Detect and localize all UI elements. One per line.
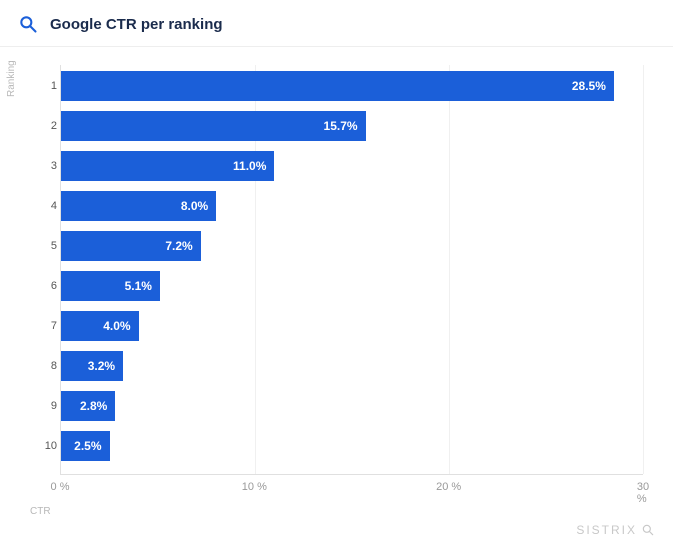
card-header: Google CTR per ranking [0, 0, 673, 47]
x-tick-label: 30 % [637, 481, 649, 505]
bar-row: 102.5% [61, 431, 643, 461]
bar-row: 311.0% [61, 151, 643, 181]
bar: 8.0% [61, 191, 216, 221]
bar-value-label: 11.0% [233, 159, 266, 173]
bar: 2.5% [61, 431, 110, 461]
watermark-text: SISTRIX [576, 523, 637, 537]
chart-area: Ranking 128.5%215.7%311.0%48.0%57.2%65.1… [0, 47, 673, 475]
plot-region: 128.5% 215.7% 311.0% 48.0% 57.2% 65.1% 74.0% 83… [60, 65, 643, 475]
grid-line [643, 65, 644, 474]
bar-row: 57.2% [61, 231, 643, 261]
category-label: 5 [37, 240, 57, 252]
bar: 2.8% [61, 391, 115, 421]
bar: 11.0% [61, 151, 274, 181]
chart-card: Google CTR per ranking Ranking 128.5%215… [0, 0, 673, 547]
watermark: SISTRIX [576, 523, 655, 537]
bar-value-label: 5.1% [125, 279, 152, 293]
bar-row: 48.0% [61, 191, 643, 221]
category-label: 6 [37, 280, 57, 292]
category-label: 2 [37, 120, 57, 132]
bar: 7.2% [61, 231, 201, 261]
category-label: 9 [37, 400, 57, 412]
bar: 28.5% [61, 71, 614, 101]
x-tick-label: 20 % [436, 481, 461, 493]
x-tick-label: 0 % [51, 481, 70, 493]
bar-value-label: 7.2% [165, 239, 192, 253]
category-label: 3 [37, 160, 57, 172]
bar-value-label: 28.5% [572, 79, 606, 93]
category-label: 10 [37, 440, 57, 452]
category-label: 1 [37, 80, 57, 92]
bar-row: 128.5% [61, 71, 643, 101]
bar: 3.2% [61, 351, 123, 381]
x-tick-label: 10 % [242, 481, 267, 493]
bar: 15.7% [61, 111, 366, 141]
bar-row: 74.0% [61, 311, 643, 341]
chart-title: Google CTR per ranking [50, 16, 223, 33]
bar: 4.0% [61, 311, 139, 341]
magnifier-icon [18, 14, 38, 34]
category-label: 8 [37, 360, 57, 372]
x-axis-label: CTR [30, 506, 51, 517]
x-ticks: CTR 0 %10 %20 %30 % [60, 475, 643, 503]
bar-row: 92.8% [61, 391, 643, 421]
bar-value-label: 2.5% [74, 439, 101, 453]
bar-row: 83.2% [61, 351, 643, 381]
y-axis-label: Ranking [6, 60, 17, 97]
bar-value-label: 3.2% [88, 359, 115, 373]
bar-value-label: 2.8% [80, 399, 107, 413]
category-label: 4 [37, 200, 57, 212]
bar-row: 65.1% [61, 271, 643, 301]
bar: 5.1% [61, 271, 160, 301]
bar-value-label: 4.0% [103, 319, 130, 333]
category-label: 7 [37, 320, 57, 332]
bar-row: 215.7% [61, 111, 643, 141]
bars-container: 128.5% 215.7% 311.0% 48.0% 57.2% 65.1% 74.0% 83… [60, 65, 643, 475]
bar-value-label: 8.0% [181, 199, 208, 213]
bar-value-label: 15.7% [324, 119, 358, 133]
